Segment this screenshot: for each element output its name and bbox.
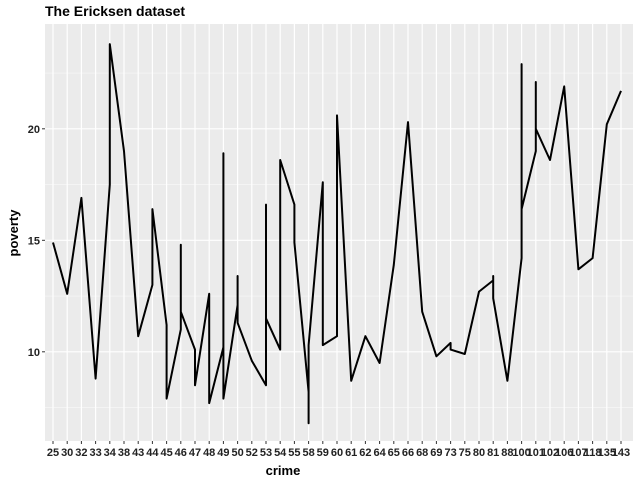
y-tick-label: 10 [28, 347, 40, 359]
x-tick-label: 52 [246, 447, 258, 459]
x-tick-label: 45 [160, 447, 172, 459]
chart-title: The Ericksen dataset [45, 3, 185, 19]
x-axis-title: crime [266, 463, 301, 478]
x-tick-label: 64 [373, 447, 386, 459]
x-tick-label: 30 [61, 447, 73, 459]
y-axis-title: poverty [6, 209, 21, 257]
x-tick-label: 81 [487, 447, 499, 459]
grid-minor [45, 72, 633, 408]
x-tick-label: 73 [444, 447, 456, 459]
x-tick-label: 68 [416, 447, 428, 459]
x-tick-label: 80 [473, 447, 485, 459]
x-tick-label: 49 [217, 447, 229, 459]
x-tick-label: 75 [459, 447, 471, 459]
x-tick-label: 54 [274, 447, 287, 459]
x-tick-label: 47 [189, 447, 201, 459]
x-tick-label: 66 [402, 447, 414, 459]
x-tick-label: 32 [75, 447, 87, 459]
y-axis: 10 15 20 [28, 124, 45, 359]
x-axis: 25 30 32 33 34 38 43 44 45 46 47 48 49 50 52 53 54 55 58 59… [47, 441, 630, 459]
x-tick-label: 50 [231, 447, 243, 459]
x-tick-label: 46 [175, 447, 187, 459]
x-tick-label: 25 [47, 447, 59, 459]
x-tick-label: 143 [612, 447, 630, 459]
x-tick-label: 55 [288, 447, 300, 459]
x-tick-label: 69 [430, 447, 442, 459]
plot-panel [45, 24, 633, 441]
x-tick-label: 118 [584, 447, 602, 459]
x-tick-label: 102 [541, 447, 559, 459]
series-line [52, 43, 622, 425]
y-tick-label: 20 [28, 124, 40, 136]
x-tick-label: 44 [146, 447, 159, 459]
x-tick-label: 48 [203, 447, 215, 459]
x-tick-label: 60 [331, 447, 343, 459]
x-tick-label: 43 [132, 447, 144, 459]
x-tick-label: 135 [598, 447, 616, 459]
x-tick-label: 106 [555, 447, 573, 459]
x-tick-label: 53 [260, 447, 272, 459]
x-tick-label: 59 [317, 447, 329, 459]
x-tick-label: 58 [302, 447, 314, 459]
x-tick-label: 100 [512, 447, 530, 459]
x-tick-label: 65 [388, 447, 400, 459]
x-tick-label: 33 [89, 447, 101, 459]
x-tick-label: 62 [359, 447, 371, 459]
y-tick-label: 15 [28, 235, 40, 247]
x-tick-label: 107 [569, 447, 587, 459]
x-tick-label: 101 [527, 447, 545, 459]
x-tick-label: 88 [501, 447, 513, 459]
x-tick-label: 61 [345, 447, 357, 459]
x-tick-label: 34 [104, 447, 117, 459]
x-tick-label: 38 [118, 447, 130, 459]
